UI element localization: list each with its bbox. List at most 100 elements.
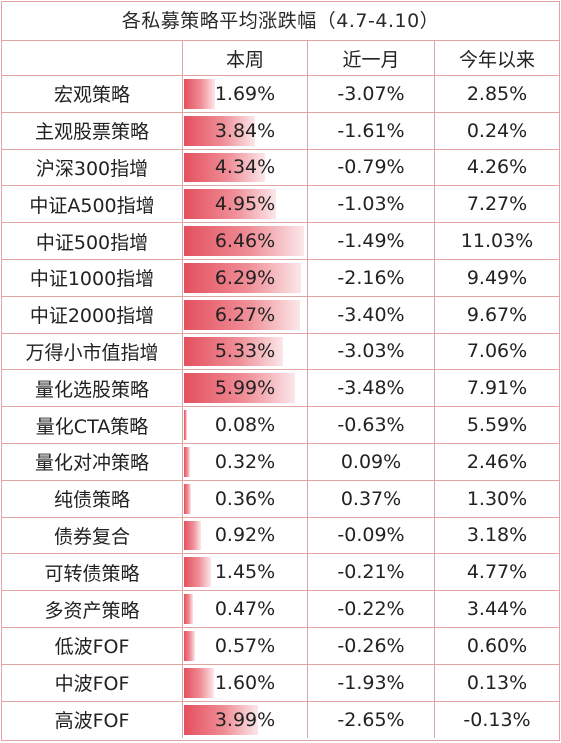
week-return-bar (184, 630, 195, 661)
month-return-cell: -0.21% (308, 554, 435, 591)
ytd-return-cell: 0.60% (466, 634, 528, 657)
table-row: 中波FOF 1.60% -1.93% 0.13% (2, 664, 559, 702)
month-return-cell: -0.79% (308, 149, 435, 186)
table-row: 万得小市值指增 5.33% -3.03% 7.06% (2, 333, 559, 371)
week-return-bar (184, 410, 187, 440)
ytd-return-cell: 11.03% (460, 230, 534, 253)
week-return-cell: 0.57% (183, 627, 308, 664)
ytd-return-cell: 9.49% (466, 266, 528, 289)
week-return-value: 0.92% (214, 524, 276, 547)
week-return-bar (184, 79, 215, 109)
month-return-cell: -3.40% (308, 296, 435, 333)
week-return-cell: 4.34% (183, 149, 308, 186)
strategy-name-cell: 可转债策略 (2, 554, 183, 591)
week-return-value: 6.27% (214, 303, 276, 326)
table-row: 多资产策略 0.47% -0.22% 3.44% (2, 591, 559, 628)
week-return-value: 1.69% (214, 82, 276, 105)
week-return-bar (184, 115, 255, 146)
week-return-bar (184, 299, 300, 330)
week-return-cell: 0.92% (183, 517, 308, 554)
table-row: 中证500指增 6.46% -1.49% 11.03% (2, 223, 559, 260)
week-return-cell: 0.47% (183, 591, 308, 627)
week-return-bar (184, 226, 304, 256)
ytd-return-cell: 4.77% (466, 561, 528, 584)
ytd-return-cell: 5.59% (466, 414, 528, 437)
ytd-return-cell: -0.13% (463, 708, 531, 731)
week-return-value: 4.95% (214, 193, 276, 216)
table-title: 各私募策略平均涨跌幅（4.7-4.10） (2, 2, 559, 41)
strategy-name-cell: 中证2000指增 (2, 296, 183, 333)
month-return-cell: -2.65% (308, 701, 435, 739)
week-return-bar (184, 336, 283, 367)
month-return-cell: -1.93% (308, 664, 435, 701)
strategy-name-cell: 中证1000指增 (2, 259, 183, 296)
month-return-cell: -1.03% (308, 186, 435, 223)
week-return-bar (184, 262, 301, 293)
strategy-name-cell: 万得小市值指增 (2, 333, 183, 370)
ytd-return-cell: 7.27% (466, 193, 528, 216)
strategy-name-cell: 纯债策略 (2, 480, 183, 517)
header-week: 本周 (183, 41, 308, 75)
week-return-cell: 5.33% (183, 333, 308, 370)
week-return-value: 6.29% (214, 266, 276, 289)
table-row: 中证2000指增 6.27% -3.40% 9.67% (2, 296, 559, 334)
table-row: 量化选股策略 5.99% -3.48% 7.91% (2, 370, 559, 408)
ytd-return-cell: 2.46% (466, 450, 528, 473)
week-return-cell: 1.45% (183, 554, 308, 591)
week-return-cell: 6.46% (183, 223, 308, 259)
strategy-name-cell: 中证A500指增 (2, 186, 183, 223)
month-return-cell: -1.61% (308, 112, 435, 149)
header-name (2, 41, 183, 75)
week-return-value: 5.99% (214, 377, 276, 400)
week-return-value: 3.99% (214, 708, 276, 731)
week-return-value: 5.33% (214, 340, 276, 363)
header-month: 近一月 (308, 41, 435, 75)
week-return-value: 0.32% (214, 450, 276, 473)
ytd-return-cell: 0.13% (466, 671, 528, 694)
week-return-value: 1.45% (214, 561, 276, 584)
week-return-bar (184, 704, 258, 736)
strategy-name-cell: 主观股票策略 (2, 112, 183, 149)
strategy-name-cell: 多资产策略 (2, 591, 183, 627)
week-return-cell: 0.08% (183, 407, 308, 443)
week-return-bar (184, 446, 190, 477)
week-return-value: 6.46% (214, 230, 276, 253)
week-return-cell: 6.29% (183, 259, 308, 296)
month-return-cell: -3.48% (308, 370, 435, 407)
month-return-cell: 0.09% (308, 443, 435, 480)
month-return-cell: -3.07% (308, 76, 435, 112)
strategy-name-cell: 宏观策略 (2, 76, 183, 112)
ytd-return-cell: 1.30% (466, 487, 528, 510)
month-return-cell: -0.26% (308, 627, 435, 664)
week-return-value: 4.34% (214, 156, 276, 179)
week-return-bar (184, 557, 211, 588)
month-return-cell: -3.03% (308, 333, 435, 370)
week-return-value: 1.60% (214, 671, 276, 694)
strategy-name-cell: 量化选股策略 (2, 370, 183, 407)
week-return-value: 0.47% (214, 598, 276, 621)
week-return-cell: 3.99% (183, 701, 308, 739)
week-return-cell: 6.27% (183, 296, 308, 333)
week-return-cell: 0.36% (183, 480, 308, 517)
header-row: 本周 近一月 今年以来 (2, 41, 559, 76)
table-row: 高波FOF 3.99% -2.65% -0.13% (2, 701, 559, 739)
ytd-return-cell: 3.44% (466, 598, 528, 621)
strategy-name-cell: 中波FOF (2, 664, 183, 701)
week-return-bar (184, 520, 201, 551)
month-return-cell: 0.37% (308, 480, 435, 517)
table-row: 中证1000指增 6.29% -2.16% 9.49% (2, 259, 559, 297)
table-row: 低波FOF 0.57% -0.26% 0.60% (2, 627, 559, 665)
week-return-bar (184, 189, 276, 220)
strategy-name-cell: 低波FOF (2, 627, 183, 664)
table-row: 宏观策略 1.69% -3.07% 2.85% (2, 76, 559, 113)
table-row: 量化CTA策略 0.08% -0.63% 5.59% (2, 407, 559, 444)
week-return-bar (184, 594, 193, 624)
strategy-name-cell: 量化对冲策略 (2, 443, 183, 480)
ytd-return-cell: 4.26% (466, 156, 528, 179)
month-return-cell: -1.49% (308, 223, 435, 259)
week-return-bar (184, 152, 265, 183)
month-return-cell: -0.63% (308, 407, 435, 443)
table-row: 量化对冲策略 0.32% 0.09% 2.46% (2, 443, 559, 481)
ytd-return-cell: 2.85% (466, 82, 528, 105)
